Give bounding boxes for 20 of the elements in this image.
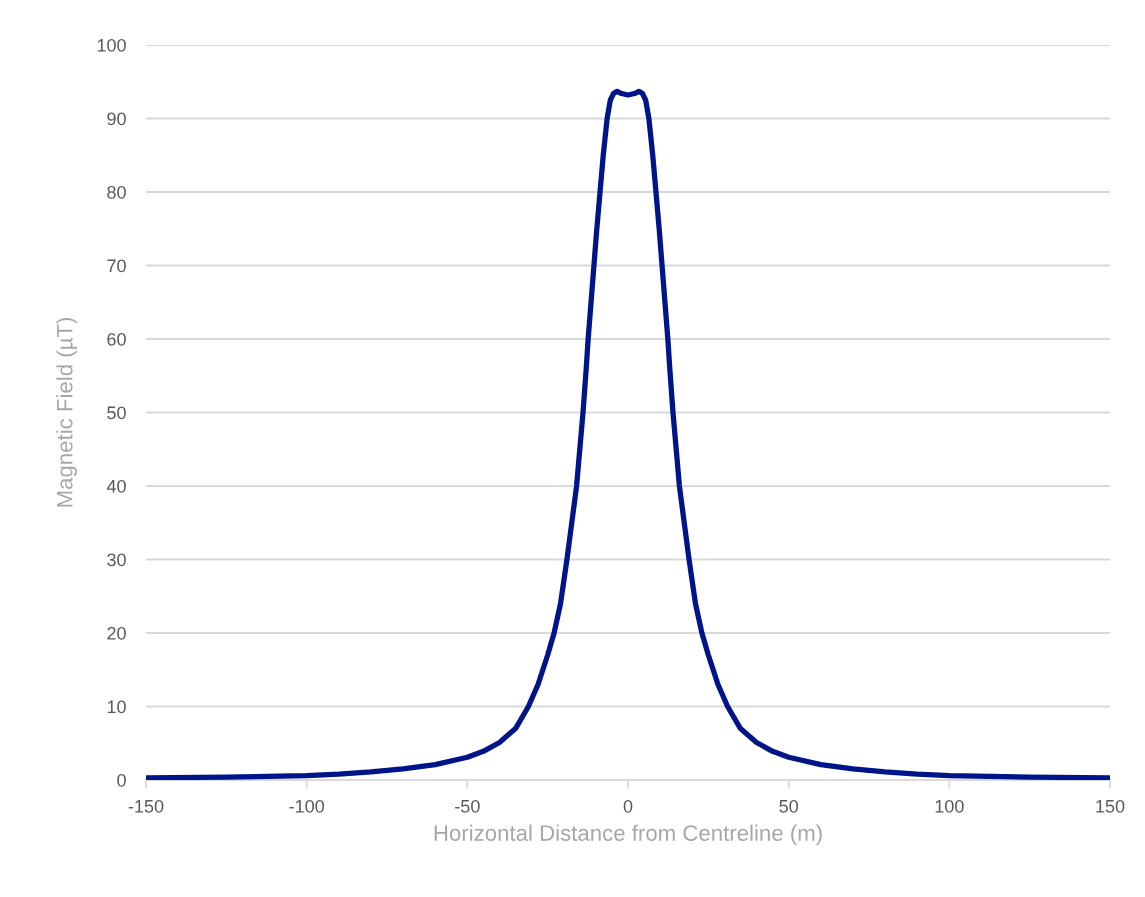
x-tick-label: 150 bbox=[1096, 799, 1125, 813]
y-axis-title: Magnetic Field (µT) bbox=[56, 317, 77, 507]
y-tick-label: 60 bbox=[107, 332, 126, 346]
y-tick-label: 80 bbox=[107, 185, 126, 199]
y-tick-label: 30 bbox=[107, 553, 126, 567]
y-tick-label: 20 bbox=[107, 626, 126, 640]
y-tick-label: 40 bbox=[106, 479, 126, 493]
x-tick-label: -100 bbox=[289, 799, 325, 813]
x-tick-label: 0 bbox=[623, 799, 633, 813]
y-tick-label: 70 bbox=[107, 259, 126, 273]
y-tick-label: 90 bbox=[107, 112, 126, 126]
y-tick-label: 100 bbox=[97, 38, 126, 52]
x-tick-label: 50 bbox=[779, 799, 798, 813]
x-tick-label: -150 bbox=[128, 799, 164, 813]
x-tick-label: 100 bbox=[935, 799, 964, 813]
y-tick-label: 10 bbox=[107, 700, 126, 714]
x-tick-label: -50 bbox=[455, 799, 480, 813]
y-tick-label: 50 bbox=[107, 406, 126, 420]
x-axis-title: Horizontal Distance from Centreline (m) bbox=[434, 824, 822, 846]
y-tick-label: 0 bbox=[117, 773, 126, 787]
